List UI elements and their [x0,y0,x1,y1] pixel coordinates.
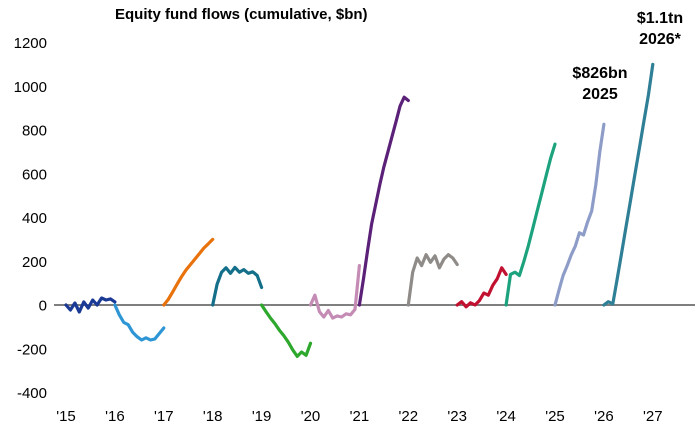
series-line-2023 [455,266,508,309]
x-tick-label-26: '26 [594,408,614,425]
annotation-2025: $826bn 2025 [572,63,627,105]
x-tick-label-18: '18 [203,408,223,425]
series-line-2022 [406,253,459,307]
x-tick-label-16: '16 [105,408,125,425]
x-tick-label-17: '17 [154,408,174,425]
x-tick-label-21: '21 [350,408,370,425]
series-line-2024 [504,142,557,307]
annotation-2025-value: $826bn [572,65,628,82]
series-line-2018 [211,265,264,307]
series-line-2026 [602,62,655,307]
x-tick-label-19: '19 [252,408,272,425]
series-line-2017 [162,237,215,307]
y-tick-label-1000: 1000 [14,79,47,96]
x-tick-label-24: '24 [496,408,516,425]
chart-title: Equity fund flows (cumulative, $bn) [115,6,368,23]
y-tick-label-600: 600 [22,166,47,183]
x-tick-label-27: '27 [643,408,663,425]
x-tick-label-20: '20 [301,408,321,425]
annotation-2026: $1.1tn 2026* [637,8,683,50]
series-line-2019 [260,303,313,358]
y-tick-label--200: -200 [17,341,47,358]
y-tick-label--400: -400 [17,385,47,402]
series-line-2016 [113,303,166,342]
annotation-2026-year: 2026* [639,31,681,48]
series-line-2020 [308,264,361,320]
x-tick-label-25: '25 [545,408,565,425]
y-tick-label-400: 400 [22,210,47,227]
y-tick-label-200: 200 [22,254,47,271]
series-line-2015 [64,296,117,314]
annotation-2025-year: 2025 [582,86,618,103]
annotation-2026-value: $1.1tn [636,10,684,27]
x-tick-label-23: '23 [447,408,467,425]
series-line-2021 [357,95,410,307]
y-tick-label-0: 0 [39,298,47,315]
y-tick-label-800: 800 [22,123,47,140]
y-tick-label-1200: 1200 [14,35,47,52]
series-line-2025 [553,122,606,307]
x-tick-label-15: '15 [56,408,76,425]
x-tick-label-22: '22 [399,408,419,425]
